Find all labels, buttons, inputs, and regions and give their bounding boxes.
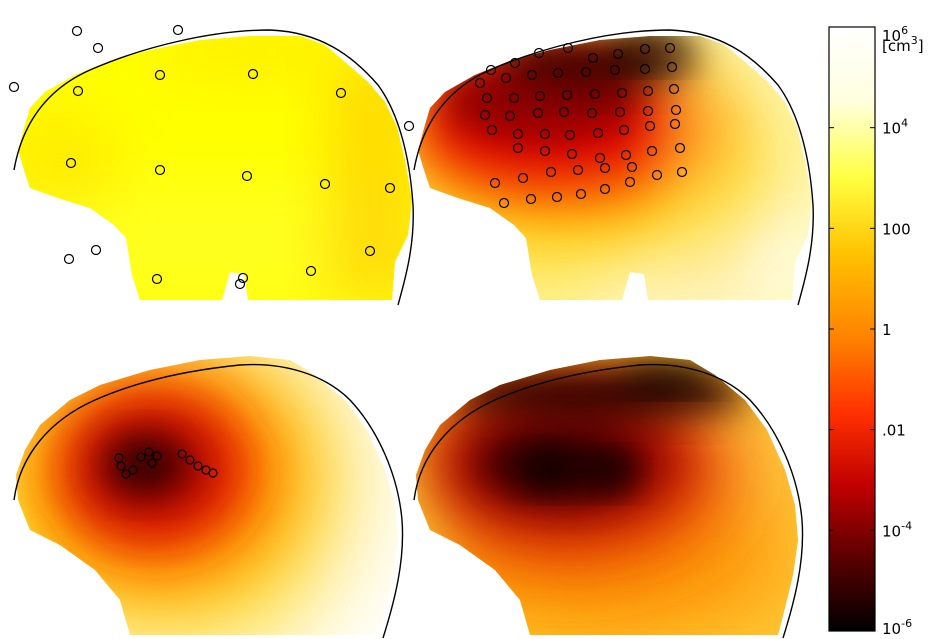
- colorbar-tick-label: 100: [882, 220, 911, 238]
- colorbar-tick-label: .01: [882, 422, 906, 440]
- panel-top-right: [413, 29, 814, 306]
- panel-bottom-right: [413, 356, 804, 639]
- colorbar-tick-label: 10-6: [882, 617, 912, 638]
- colorbar-tick-label: 106: [882, 24, 908, 45]
- colorbar-gradient: [828, 26, 876, 632]
- colorbar-ticks: 106 104 100 1 .01 10-4 10-6: [829, 24, 912, 638]
- colorbar-tick-label: 104: [882, 117, 908, 138]
- panel-bottom-left: [13, 356, 404, 639]
- panel-top-left: [8, 24, 415, 306]
- sensor-markers-top-right: [474, 42, 688, 209]
- colorbar-tick-label: 1: [882, 321, 892, 339]
- colorbar-tick-label: 10-4: [882, 519, 912, 540]
- sensor-markers-bottom-left: [114, 447, 218, 479]
- colorbar: 106 104 100 1 .01 10-4 10-6 [cm3]: [828, 24, 924, 638]
- sensor-markers-top-left: [8, 24, 415, 290]
- colorbar-unit-label: [cm3]: [882, 34, 924, 55]
